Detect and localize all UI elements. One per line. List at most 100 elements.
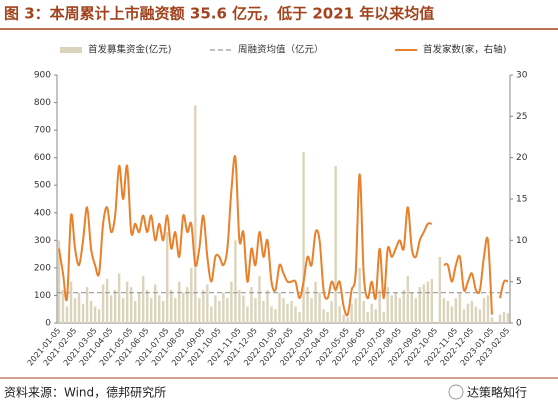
bar — [446, 300, 450, 323]
bar — [450, 306, 454, 323]
bar — [101, 284, 105, 323]
bar — [178, 281, 181, 323]
y2-tick-label: 10 — [516, 236, 528, 246]
bar — [121, 298, 125, 323]
bar — [262, 300, 265, 323]
y-tick-label: 600 — [34, 153, 51, 163]
bar — [170, 289, 173, 323]
bar — [270, 306, 273, 323]
bar — [414, 298, 417, 323]
bar — [81, 303, 85, 323]
bar — [85, 287, 89, 323]
bar — [69, 281, 73, 323]
bar — [218, 300, 221, 323]
bar — [458, 292, 462, 323]
source: 资料来源：Wind，德邦研究所 — [4, 385, 166, 400]
chart-title: 图 3：本周累计上市融资额 35.6 亿元，低于 2021 年以来均值 — [4, 5, 434, 23]
bar — [210, 306, 213, 323]
bar — [478, 309, 482, 323]
legend-swatch — [60, 47, 82, 53]
bar — [282, 298, 285, 323]
y-tick-label: 100 — [34, 291, 51, 301]
legend-label: 首发家数(家，右轴) — [423, 44, 506, 56]
bar — [246, 306, 249, 323]
bar — [382, 311, 385, 323]
bar — [322, 309, 325, 323]
bar — [129, 287, 133, 323]
bar — [374, 309, 377, 323]
bar — [154, 284, 157, 323]
bar — [506, 313, 510, 323]
bar — [298, 311, 301, 323]
bar — [97, 309, 101, 323]
bar — [474, 306, 478, 323]
bar — [370, 303, 373, 323]
bar — [133, 300, 137, 323]
y-tick-label: 400 — [34, 208, 51, 218]
bar — [482, 298, 486, 323]
bar — [366, 311, 369, 323]
bar — [426, 281, 430, 323]
bar — [166, 232, 169, 323]
bar — [318, 292, 321, 323]
bar — [202, 289, 205, 323]
y2-tick-label: 0 — [516, 319, 522, 329]
bar — [418, 287, 422, 323]
bar — [302, 152, 305, 323]
bar — [117, 273, 121, 323]
bar — [77, 292, 81, 323]
bar — [266, 289, 269, 323]
legend-label: 首发募集资金(亿元) — [88, 44, 171, 56]
bar — [286, 303, 289, 323]
bar — [57, 240, 61, 323]
bar — [330, 300, 333, 323]
y-tick-label: 700 — [34, 126, 51, 136]
bar — [470, 300, 474, 323]
bar — [294, 306, 297, 323]
bar — [290, 300, 293, 323]
bar — [354, 298, 357, 323]
bar — [466, 303, 470, 323]
bar — [89, 300, 93, 323]
bar — [278, 292, 281, 323]
bar — [150, 298, 153, 323]
bar — [422, 284, 426, 323]
bar — [394, 292, 397, 323]
bar — [274, 309, 277, 323]
bar — [222, 292, 225, 323]
bar — [502, 311, 506, 323]
bar — [498, 314, 502, 323]
bar — [238, 289, 241, 323]
bar — [137, 292, 141, 323]
bar — [438, 256, 442, 323]
bar — [442, 298, 446, 323]
bar — [141, 276, 145, 323]
bar — [362, 300, 365, 323]
count-line — [58, 155, 509, 317]
bar — [174, 298, 177, 323]
y-tick-label: 0 — [45, 319, 51, 329]
legend-label: 周融资均值（亿元） — [238, 44, 324, 56]
bar — [310, 298, 313, 323]
bar — [61, 289, 65, 323]
bar — [190, 267, 193, 323]
bar — [326, 311, 329, 323]
bar — [314, 281, 317, 323]
bar — [93, 306, 97, 323]
bar — [410, 292, 413, 323]
bar — [73, 298, 77, 323]
y-tick-label: 900 — [34, 71, 51, 81]
bar — [214, 295, 217, 323]
bar — [234, 240, 237, 323]
bar — [258, 276, 261, 323]
bar — [490, 317, 494, 323]
bar — [230, 281, 233, 323]
bar — [162, 300, 165, 323]
bar — [65, 306, 69, 323]
bar — [334, 165, 337, 323]
bar — [346, 317, 349, 323]
bar — [145, 289, 149, 323]
bar — [186, 287, 189, 323]
y-tick-label: 200 — [34, 263, 51, 273]
